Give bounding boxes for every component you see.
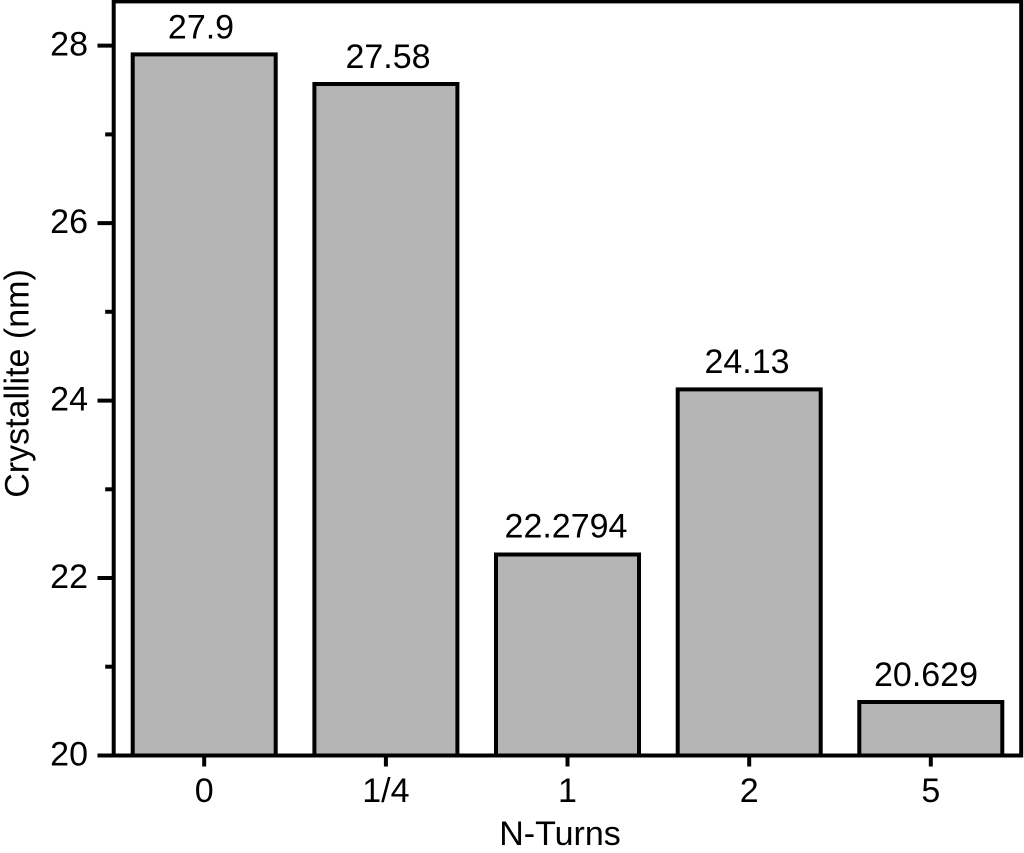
svg-text:27.58: 27.58 <box>345 38 430 76</box>
svg-text:1/4: 1/4 <box>362 772 409 810</box>
svg-text:24.13: 24.13 <box>704 343 789 381</box>
svg-text:20.629: 20.629 <box>874 656 978 694</box>
svg-text:20: 20 <box>50 736 88 774</box>
svg-text:28: 28 <box>50 26 88 64</box>
svg-text:22.2794: 22.2794 <box>505 508 628 546</box>
svg-text:2: 2 <box>740 772 759 810</box>
svg-text:5: 5 <box>921 772 940 810</box>
svg-text:Crystallite (nm): Crystallite (nm) <box>0 269 37 498</box>
svg-text:27.9: 27.9 <box>168 9 234 47</box>
svg-text:26: 26 <box>50 203 88 241</box>
svg-text:22: 22 <box>50 558 88 596</box>
svg-text:0: 0 <box>195 772 214 810</box>
svg-text:N-Turns: N-Turns <box>499 815 621 853</box>
svg-text:24: 24 <box>50 381 88 419</box>
svg-text:1: 1 <box>558 772 577 810</box>
